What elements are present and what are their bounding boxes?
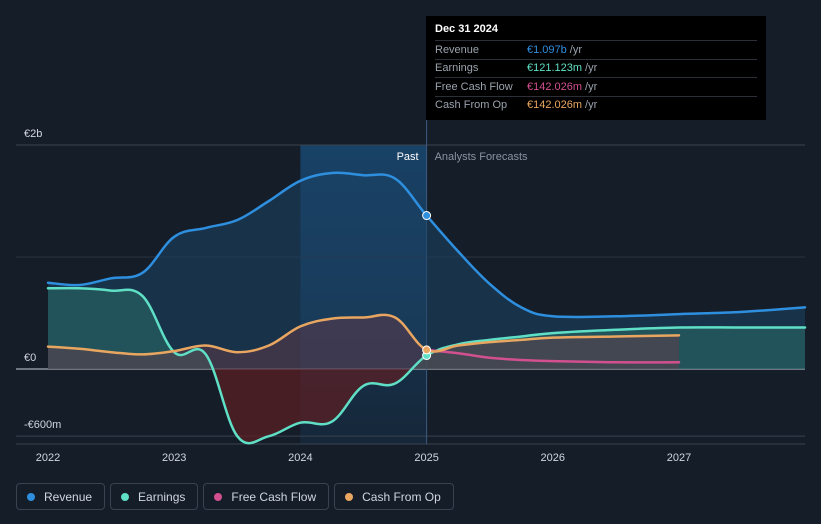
- legend-label: Free Cash Flow: [231, 489, 317, 504]
- y-tick-label: €0: [24, 352, 36, 364]
- y-tick-label: -€600m: [24, 419, 61, 431]
- earnings-line: [46, 286, 807, 445]
- tooltip-unit: /yr: [585, 80, 598, 93]
- cash-from-op-marker: [422, 345, 432, 355]
- revenue-area: [48, 172, 805, 369]
- legend-label: Earnings: [138, 489, 186, 504]
- x-tick-label: 2026: [541, 452, 565, 464]
- legend-item-free-cash-flow[interactable]: Free Cash Flow: [203, 483, 330, 510]
- tooltip-row-earnings: Earnings €121.123m /yr: [435, 58, 757, 78]
- tooltip-unit: /yr: [585, 99, 598, 112]
- legend: Revenue Earnings Free Cash Flow Cash Fro…: [16, 483, 454, 510]
- tooltip-label: Cash From Op: [435, 99, 508, 112]
- y-tick-label: €2b: [24, 128, 42, 140]
- earnings-area: [48, 288, 805, 369]
- x-tick-label: 2023: [162, 452, 186, 464]
- cash-from-op-dot-icon: [345, 492, 354, 501]
- earnings-area-negative: [48, 368, 805, 444]
- tooltip-row-cash-from-op: Cash From Op €142.026m /yr: [435, 95, 757, 115]
- tooltip-unit: /yr: [569, 43, 582, 56]
- forecast-label: Analysts Forecasts: [435, 151, 528, 163]
- tooltip-value: €121.123m: [527, 62, 583, 75]
- tooltip-label: Revenue: [435, 43, 480, 56]
- tooltip-value: €142.026m: [527, 99, 583, 112]
- legend-label: Revenue: [44, 489, 93, 504]
- tooltip-date: Dec 31 2024: [435, 23, 498, 35]
- tooltip-row-revenue: Revenue €1.097b /yr: [435, 40, 757, 59]
- legend-item-revenue[interactable]: Revenue: [16, 483, 106, 510]
- x-tick-label: 2022: [36, 452, 60, 464]
- cash-from-op-line: [46, 313, 681, 356]
- legend-item-earnings[interactable]: Earnings: [110, 483, 199, 510]
- x-tick-label: 2027: [667, 452, 691, 464]
- revenue-dot-icon: [27, 492, 35, 501]
- tooltip-value: €1.097b: [527, 43, 567, 56]
- revenue-marker: [422, 211, 432, 221]
- revenue-line: [46, 171, 807, 319]
- cash-from-op-area-negative: [48, 368, 679, 369]
- legend-label: Cash From Op: [362, 489, 441, 504]
- tooltip-row-free-cash-flow: Free Cash Flow €142.026m /yr: [435, 77, 757, 96]
- x-tick-label: 2024: [288, 452, 312, 464]
- tooltip-label: Free Cash Flow: [435, 80, 513, 93]
- earnings-dot-icon: [121, 492, 130, 501]
- free-cash-flow-dot-icon: [214, 492, 223, 501]
- past-label: Past: [397, 151, 419, 163]
- x-tick-label: 2025: [414, 452, 438, 464]
- tooltip-label: Earnings: [435, 62, 479, 75]
- legend-item-cash-from-op[interactable]: Cash From Op: [334, 483, 454, 510]
- free-cash-flow-line: [425, 348, 681, 364]
- tooltip-unit: /yr: [585, 62, 598, 75]
- tooltip-value: €142.026m: [527, 80, 583, 93]
- tooltip: Dec 31 2024 Revenue €1.097b /yr Earnings…: [426, 16, 766, 120]
